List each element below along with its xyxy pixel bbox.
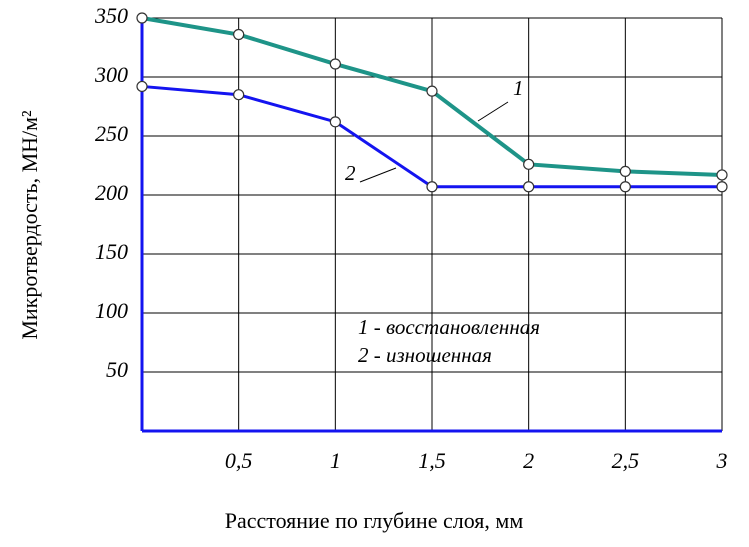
annotation-leader [477, 101, 509, 122]
data-point [619, 165, 631, 177]
x-tick-label: 1 [330, 448, 341, 473]
data-point [136, 12, 148, 24]
legend-label: 1 - восстановленная [358, 315, 540, 339]
data-point [716, 181, 728, 193]
x-tick-label: 0,5 [225, 448, 253, 473]
y-tick-label: 100 [95, 298, 128, 323]
data-point [523, 181, 535, 193]
data-point [233, 28, 245, 41]
y-tick-label: 250 [95, 121, 128, 146]
x-tick-label: 1,5 [418, 448, 446, 473]
y-tick-label: 350 [94, 3, 128, 28]
data-point [233, 89, 245, 101]
data-point [426, 85, 438, 97]
data-point [523, 158, 535, 170]
annotation: 1 [513, 76, 524, 100]
data-point [619, 181, 631, 193]
x-tick-label: 2,5 [612, 448, 640, 473]
annotation: 2 [345, 161, 356, 185]
y-tick-label: 150 [95, 239, 128, 264]
y-tick-label: 50 [106, 357, 128, 382]
x-axis-title: Расстояние по глубине слоя, мм [225, 508, 524, 533]
x-tick-label: 3 [716, 448, 728, 473]
x-tick-label: 2 [523, 448, 534, 473]
legend-label: 2 - изношенная [358, 343, 492, 367]
y-tick-label: 300 [94, 62, 128, 87]
y-axis-title: Микротвердость, МН/м² [17, 110, 42, 340]
data-point [136, 80, 148, 93]
data-point [329, 58, 341, 70]
annotation-leader [359, 167, 397, 183]
data-point [716, 169, 728, 181]
data-point [426, 181, 438, 193]
data-point [329, 116, 341, 128]
y-tick-label: 200 [95, 180, 128, 205]
